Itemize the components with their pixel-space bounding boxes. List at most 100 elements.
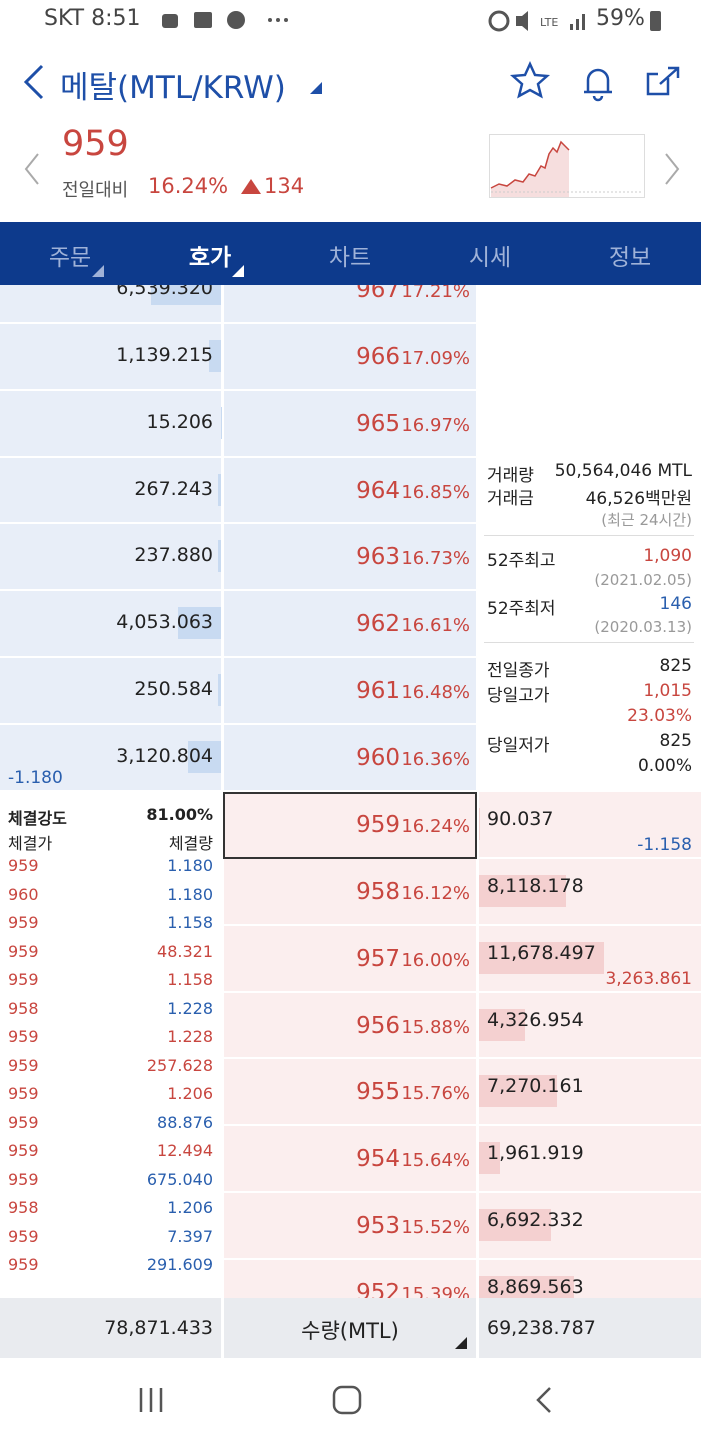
bid-price[interactable]: 959	[356, 812, 400, 838]
bid-price[interactable]: 952	[356, 1279, 400, 1298]
trade-volume: 1.228	[167, 998, 213, 1018]
footer-divider	[221, 1298, 224, 1358]
info-value: 825	[659, 731, 692, 751]
unit-selector[interactable]: 수량(MTL)	[301, 1319, 399, 1343]
trade-price: 959	[8, 1169, 39, 1189]
ask-price[interactable]: 964	[356, 477, 400, 504]
ask-change: -1.180	[8, 768, 63, 788]
ask-price[interactable]: 961	[356, 678, 400, 705]
ask-quantity-bar	[218, 674, 221, 707]
ask-rate: 16.48%	[401, 682, 470, 704]
trade-price: 959	[8, 913, 39, 932]
info-value: 1,090	[643, 546, 692, 566]
tab[interactable]: 시세	[468, 245, 512, 271]
home[interactable]	[332, 1385, 362, 1415]
bid-quantity-bar	[479, 1142, 500, 1175]
trade-price: 959	[8, 941, 39, 961]
ask-quantity: 237.880	[134, 544, 213, 567]
footer-divider	[476, 1298, 479, 1358]
info-value: (2021.02.05)	[594, 571, 692, 589]
back-button[interactable]	[18, 62, 48, 102]
ask-quantity: 267.243	[134, 477, 213, 500]
coin-title[interactable]: 메탈(MTL/KRW)	[60, 70, 286, 106]
ask-price[interactable]: 965	[356, 410, 400, 437]
trade-price: 959	[8, 1027, 39, 1046]
bid-price[interactable]: 956	[356, 1012, 400, 1039]
next-coin[interactable]	[662, 152, 682, 186]
ask-row-bg	[0, 724, 221, 790]
trade-price: 959	[8, 1255, 39, 1274]
alarm-button[interactable]	[584, 68, 612, 102]
ask-quantity: 15.206	[146, 410, 213, 433]
bid-price[interactable]: 954	[356, 1146, 400, 1173]
bid-quantity: 11,678.497	[487, 941, 596, 964]
trade-price: 959	[8, 1055, 39, 1075]
back[interactable]	[536, 1387, 551, 1413]
tab[interactable]: 주문	[48, 245, 92, 271]
current-price-outline	[223, 792, 477, 859]
ask-row-bg	[224, 591, 476, 657]
trade-volume: 1.228	[167, 1027, 213, 1046]
ask-row-bg	[0, 524, 221, 590]
bid-rate: 16.24%	[401, 816, 470, 837]
bid-price[interactable]: 957	[356, 945, 400, 972]
bid-price[interactable]: 958	[356, 878, 400, 905]
ask-quantity: 6,539.320	[116, 285, 213, 299]
trade-price: 959	[8, 1226, 39, 1246]
trade-volume: 1.180	[167, 884, 213, 904]
info-value: 46,526백만원	[585, 489, 692, 509]
tab[interactable]: 차트	[328, 245, 372, 271]
trade-volume: 48.321	[157, 941, 213, 961]
ask-row-bg	[224, 658, 476, 723]
info-value: 50,564,046 MTL	[554, 461, 692, 481]
title-dropdown[interactable]	[308, 80, 324, 96]
tab[interactable]: 정보	[608, 245, 652, 271]
current-price: 959	[62, 124, 129, 164]
ask-section: 6,539.320 967 17.21% 1,139.215 966 17.09% 15.2…	[0, 285, 701, 792]
nav-bar	[139, 1385, 551, 1415]
bid-total: 69,238.787	[487, 1317, 596, 1339]
svg-text:LTE: LTE	[540, 16, 558, 29]
bid-quantity-bar	[479, 1209, 551, 1242]
ask-quantity: 1,139.215	[116, 343, 213, 366]
ask-row-bg	[0, 457, 221, 523]
trade-volume: 12.494	[157, 1141, 213, 1160]
tab-marker	[232, 265, 244, 277]
favorite-button[interactable]	[509, 60, 551, 99]
prev-coin[interactable]	[22, 152, 42, 186]
bid-quantity: 8,869.563	[487, 1275, 584, 1298]
tab[interactable]: 호가	[188, 245, 232, 271]
info-label: 거래금	[487, 489, 534, 509]
trade-volume: 1.158	[167, 970, 213, 989]
info-value: 1,015	[643, 681, 692, 701]
trade-price: 958	[8, 998, 39, 1018]
ask-price[interactable]: 966	[356, 343, 400, 370]
header-actions	[509, 60, 680, 102]
bid-price[interactable]: 955	[356, 1079, 400, 1106]
info-value: 23.03%	[627, 706, 692, 726]
bid-note: -1.158	[637, 835, 692, 855]
unit-dropdown[interactable]	[454, 1336, 468, 1350]
up-triangle	[241, 179, 261, 194]
bid-row-bg	[479, 1126, 701, 1192]
bid-rate: 16.12%	[401, 882, 470, 904]
trade-volume-header: 체결량	[168, 834, 213, 853]
ask-quantity-bar	[177, 607, 221, 640]
status-icons	[162, 11, 288, 29]
share-button[interactable]	[646, 66, 680, 96]
info-label: 당일저가	[487, 736, 550, 756]
ask-price[interactable]: 967	[356, 285, 400, 303]
bid-rate: 15.88%	[401, 1016, 470, 1038]
trade-price: 959	[8, 1084, 39, 1103]
bid-row-bg	[224, 858, 476, 924]
ask-price[interactable]: 963	[356, 544, 400, 571]
ask-price[interactable]: 962	[356, 611, 400, 638]
bid-price[interactable]: 953	[356, 1213, 400, 1240]
ask-row-bg	[224, 457, 476, 523]
ask-row-bg	[0, 658, 221, 723]
recent-apps[interactable]	[139, 1388, 163, 1412]
bid-quantity: 6,692.332	[487, 1209, 584, 1232]
ask-price[interactable]: 960	[356, 744, 400, 771]
trade-price: 958	[8, 1198, 39, 1217]
